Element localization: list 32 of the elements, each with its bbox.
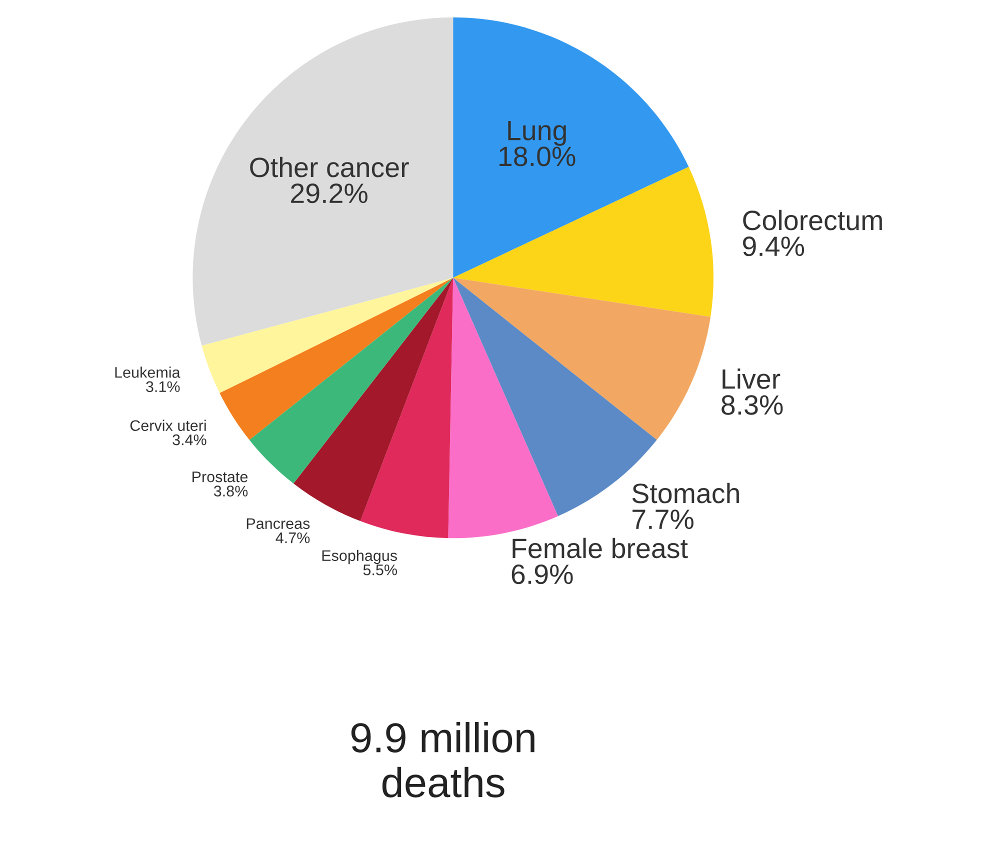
data-label: 4.7%	[276, 532, 310, 544]
data-label: 29.2%	[291, 184, 368, 204]
pie-slice	[360, 278, 454, 538]
data-label: 9.4%	[743, 236, 804, 256]
pie-slice	[220, 278, 454, 440]
slice-label: Prostate	[192, 472, 248, 482]
slice-label: Liver	[722, 368, 780, 389]
data-label: 3.1%	[146, 381, 180, 392]
pie-slice	[192, 17, 454, 346]
pie-slice	[249, 278, 454, 484]
slice-label: Leukemia	[115, 366, 180, 378]
slice-label: Other cancer	[250, 156, 409, 178]
slice-label: Lung	[508, 120, 566, 146]
data-label: 3.8%	[214, 486, 248, 496]
slice-label: Colorectum	[743, 210, 882, 230]
slice-label: Pancreas	[246, 518, 310, 529]
data-label: 7.7%	[632, 510, 694, 530]
text: 9.9 million deaths	[351, 722, 534, 798]
slice-label: Cervix uteri	[130, 420, 206, 432]
data-label: 5.5%	[363, 564, 398, 576]
slice-label: Female breast	[512, 538, 688, 558]
data-label: 6.9%	[512, 564, 573, 584]
pie-slice	[453, 166, 714, 317]
pie-slice	[202, 278, 454, 394]
pie-slice	[448, 278, 558, 538]
data-label: 18.0%	[500, 146, 576, 166]
pie-slice	[453, 17, 689, 278]
slice-label: Stomach	[632, 482, 739, 504]
data-label: 3.4%	[172, 434, 206, 446]
data-label: 8.3%	[722, 395, 783, 415]
pie-slice	[453, 278, 711, 440]
slice-label: Esophagus	[322, 550, 398, 564]
